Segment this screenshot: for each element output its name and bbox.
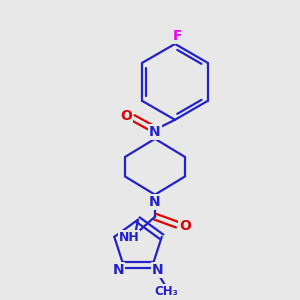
Text: F: F [173, 29, 183, 43]
Text: N: N [149, 195, 161, 209]
Text: CH₃: CH₃ [155, 285, 178, 298]
Text: N: N [112, 263, 124, 277]
Text: O: O [120, 109, 132, 123]
Text: O: O [179, 219, 191, 232]
Text: N: N [149, 125, 161, 139]
Text: NH: NH [119, 231, 140, 244]
Text: N: N [152, 263, 164, 277]
